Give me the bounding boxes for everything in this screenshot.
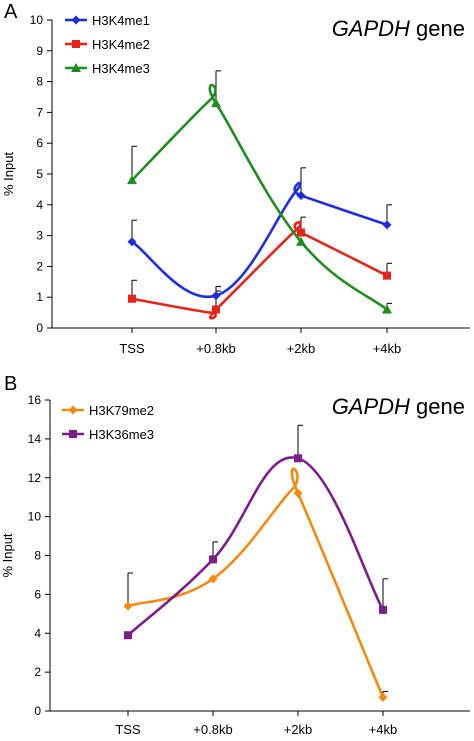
x-tick-label: +2kb <box>287 341 316 356</box>
y-tick-label: 12 <box>28 471 42 485</box>
y-tick-label: 9 <box>36 44 43 58</box>
x-tick-label: TSS <box>119 341 145 356</box>
chart-title-b: GAPDH gene <box>332 394 465 419</box>
data-point-h3k4me3 <box>296 236 306 246</box>
legend-marker-h3k4me1 <box>71 15 81 25</box>
y-tick-label: 8 <box>36 75 43 89</box>
chart-title-suffix: gene <box>410 394 465 419</box>
y-tick-label: 16 <box>28 393 42 407</box>
y-tick-label: 10 <box>30 13 44 27</box>
panel-b: B GAPDH gene 0 2 4 6 8 10 12 14 16 % Input TSS +0.8kb… <box>0 373 470 737</box>
y-tick-label: 6 <box>34 587 41 601</box>
x-tick-label: +0.8kb <box>193 722 232 737</box>
data-point-h3k4me2 <box>212 305 220 314</box>
y-tick-label: 0 <box>36 321 43 335</box>
data-point-h3k36me3 <box>294 454 302 463</box>
y-tick-label: 2 <box>34 665 41 679</box>
legend-label-h3k4me2: H3K4me2 <box>92 37 150 52</box>
data-point-h3k4me1 <box>211 291 221 301</box>
panel-letter-b: B <box>4 373 17 395</box>
legend-label-h3k79me2: H3K79me2 <box>89 403 154 418</box>
legend-label-h3k4me1: H3K4me1 <box>92 13 150 28</box>
y-tick-label: 1 <box>36 290 43 304</box>
series-line-h3k4me2 <box>131 221 388 320</box>
y-tick-label: 10 <box>28 510 42 524</box>
data-point-h3k4me3 <box>382 304 392 314</box>
data-point-h3k4me3 <box>127 175 137 185</box>
x-tick-label: +2kb <box>284 722 313 737</box>
series-line-h3k4me1 <box>131 181 388 299</box>
y-tick-label: 6 <box>36 136 43 150</box>
x-tick-label: TSS <box>115 722 141 737</box>
chart-title-a: GAPDH gene <box>332 16 465 41</box>
data-point-h3k4me2 <box>383 271 391 280</box>
y-tick-label: 7 <box>36 105 43 119</box>
y-tick-label: 5 <box>36 167 43 181</box>
data-point-h3k4me3 <box>211 98 221 108</box>
y-tick-label: 14 <box>28 432 42 446</box>
y-tick-label: 4 <box>34 626 41 640</box>
legend-marker-h3k79me2 <box>68 405 78 415</box>
chart-title-gene: GAPDH <box>332 16 410 41</box>
chart-title-gene: GAPDH <box>332 394 410 419</box>
y-axis-label-a: % Input <box>1 152 16 196</box>
data-point-h3k36me3 <box>379 605 387 614</box>
series-line-h3k4me3 <box>131 83 388 311</box>
data-point-h3k4me1 <box>382 220 392 230</box>
legend-marker-h3k36me3 <box>69 430 77 438</box>
data-point-h3k4me2 <box>128 294 136 303</box>
y-tick-label: 8 <box>34 549 41 563</box>
y-tick-label: 2 <box>36 259 43 273</box>
x-tick-label: +0.8kb <box>196 341 235 356</box>
legend-marker-h3k4me3 <box>71 63 81 72</box>
panel-letter-a: A <box>4 1 18 23</box>
chart-title-suffix: gene <box>410 16 465 41</box>
legend-label-h3k36me3: H3K36me3 <box>89 427 154 442</box>
data-point-h3k4me1 <box>127 237 137 247</box>
x-tick-label: +4kb <box>373 341 402 356</box>
series-line-h3k36me3 <box>127 456 385 637</box>
legend-label-h3k4me3: H3K4me3 <box>92 61 150 76</box>
x-tick-label: +4kb <box>369 722 398 737</box>
y-axis-label-b: % Input <box>0 533 15 577</box>
y-tick-label: 3 <box>36 229 43 243</box>
data-point-h3k79me2 <box>293 488 303 498</box>
data-point-h3k79me2 <box>378 692 388 702</box>
y-tick-label: 0 <box>34 704 41 718</box>
data-point-h3k79me2 <box>123 601 133 611</box>
panel-a: A GAPDH gene 0 1 2 3 4 5 6 7 8 9 10 % Input TSS +0.8kb +… <box>1 1 470 356</box>
data-point-h3k36me3 <box>124 631 132 640</box>
series-line-h3k79me2 <box>127 467 385 698</box>
data-point-h3k4me2 <box>297 228 305 237</box>
data-point-h3k79me2 <box>208 574 218 584</box>
data-point-h3k36me3 <box>209 555 217 564</box>
y-tick-label: 4 <box>36 198 43 212</box>
data-point-h3k4me1 <box>296 191 306 201</box>
legend-marker-h3k4me2 <box>72 40 80 48</box>
